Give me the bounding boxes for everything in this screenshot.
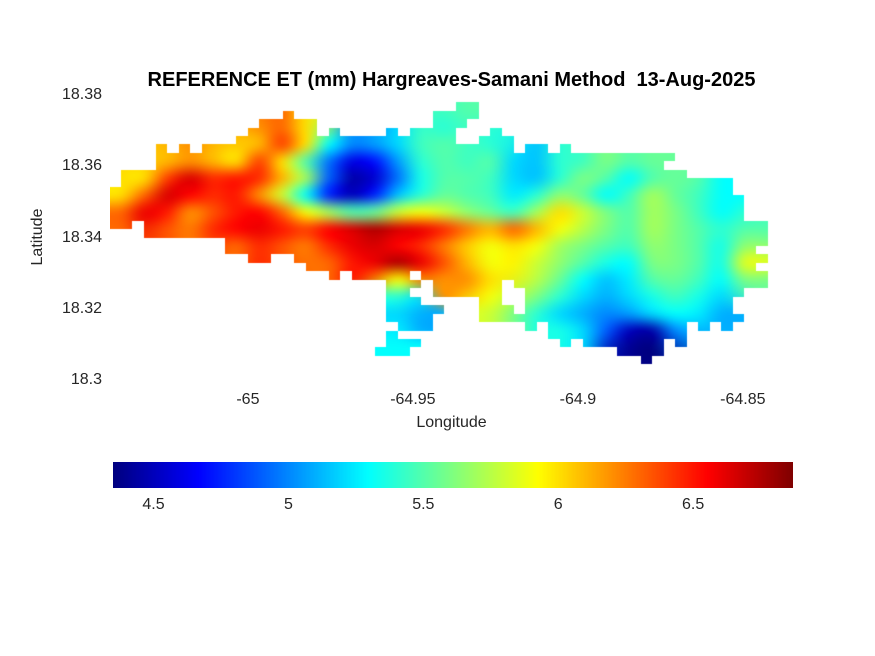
- chart-title: REFERENCE ET (mm) Hargreaves-Samani Meth…: [147, 69, 756, 91]
- colorbar-tick-label: 5: [283, 496, 293, 513]
- y-axis-label: Latitude: [29, 208, 46, 266]
- heatmap-canvas: [110, 95, 793, 380]
- x-tick-label: -64.95: [390, 391, 436, 408]
- y-tick-label: 18.38: [61, 86, 102, 103]
- colorbar-canvas: [113, 462, 793, 488]
- y-tick-label: 18.34: [61, 228, 102, 246]
- y-tick-label: 18.32: [61, 299, 102, 317]
- colorbar-tick-label: 6.5: [682, 496, 705, 513]
- colorbar-tick-label: 5.5: [412, 496, 435, 513]
- y-tick-label: 18.3: [70, 371, 102, 388]
- colorbar-tick-label: 6: [553, 496, 563, 513]
- colorbar-tick-label: 4.5: [142, 496, 165, 513]
- x-tick-label: -65: [236, 391, 260, 408]
- y-tick-label: 18.36: [61, 157, 102, 175]
- x-tick-label: -64.85: [720, 391, 766, 408]
- x-axis-label: Longitude: [416, 414, 487, 431]
- x-tick-label: -64.9: [559, 391, 597, 408]
